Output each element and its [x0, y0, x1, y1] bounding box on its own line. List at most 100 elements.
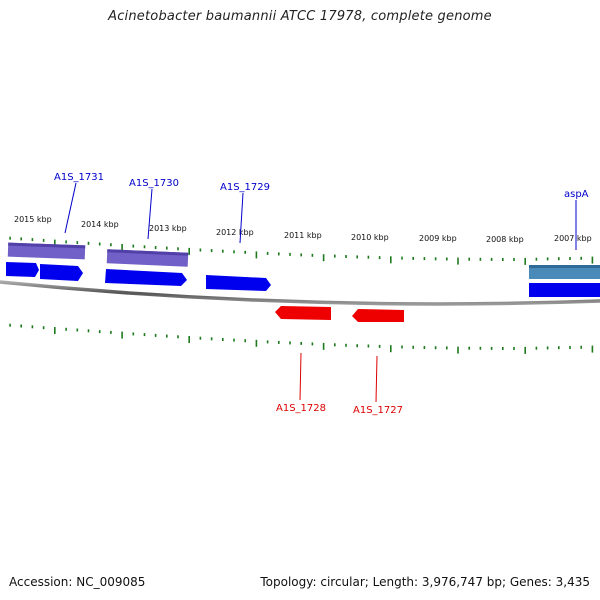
minor-tick	[334, 343, 336, 347]
minor-tick	[513, 347, 515, 350]
minor-tick	[222, 249, 224, 253]
minor-tick	[98, 330, 101, 334]
minor-tick	[535, 346, 538, 350]
major-tick	[188, 247, 190, 255]
minor-tick	[199, 248, 202, 252]
lower-tick-track	[9, 323, 594, 354]
gene-label-aspa[interactable]: aspA	[564, 189, 589, 200]
major-tick	[188, 336, 190, 343]
scale-label-2012: 2012 kbp	[216, 228, 254, 237]
minor-tick	[356, 255, 358, 259]
minor-tick	[345, 255, 347, 258]
minor-tick	[300, 253, 302, 257]
minor-tick	[143, 333, 146, 337]
minor-tick	[345, 343, 347, 347]
major-tick	[322, 254, 325, 262]
major-tick	[390, 345, 392, 353]
minor-tick	[490, 346, 493, 350]
scale-label-2009: 2009 kbp	[419, 234, 457, 243]
minor-tick	[65, 327, 67, 331]
leader-line	[64, 182, 77, 234]
minor-tick	[401, 345, 403, 349]
forward-gene-block[interactable]	[529, 283, 600, 297]
minor-tick	[502, 347, 504, 350]
leader-line	[375, 355, 378, 403]
major-tick	[524, 346, 526, 354]
major-tick	[255, 251, 258, 259]
scale-label-2011: 2011 kbp	[284, 231, 322, 240]
label-leaders	[64, 182, 577, 403]
major-tick	[322, 342, 325, 350]
minor-tick	[502, 258, 504, 261]
page-title: Acinetobacter baumannii ATCC 17978, comp…	[108, 9, 492, 24]
minor-tick	[31, 238, 34, 242]
minor-tick	[210, 337, 213, 341]
major-tick	[591, 256, 594, 264]
minor-tick	[546, 346, 549, 350]
minor-tick	[31, 325, 34, 329]
gene-label-a1s-1727[interactable]: A1S_1727	[353, 405, 403, 416]
minor-tick	[154, 333, 157, 337]
forward-gene-arrow[interactable]	[40, 264, 83, 281]
reverse-gene-arrow[interactable]	[275, 306, 331, 320]
minor-tick	[434, 346, 437, 350]
minor-tick	[42, 238, 45, 242]
minor-tick	[468, 346, 470, 350]
minor-tick	[356, 344, 358, 348]
major-tick	[457, 346, 459, 354]
gene-label-a1s-1730[interactable]: A1S_1730	[129, 178, 179, 189]
scale-label-2013: 2013 kbp	[149, 224, 187, 233]
minor-tick	[412, 345, 414, 349]
minor-tick	[42, 326, 45, 330]
minor-tick	[177, 247, 179, 251]
rna-feature-bar[interactable]	[529, 265, 600, 279]
genome-summary-text: Topology: circular; Length: 3,976,747 bp…	[260, 575, 590, 589]
cds-feature-track	[7, 242, 600, 279]
gene-label-a1s-1731[interactable]: A1S_1731	[54, 172, 104, 183]
scale-label-2008: 2008 kbp	[486, 235, 524, 244]
gene-label-a1s-1728[interactable]: A1S_1728	[276, 403, 326, 414]
minor-tick	[513, 258, 515, 261]
minor-tick	[580, 256, 582, 260]
major-tick	[54, 327, 56, 334]
minor-tick	[311, 253, 314, 257]
reverse-gene-arrow[interactable]	[352, 309, 404, 322]
scale-labels: 2015 kbp 2014 kbp 2013 kbp 2012 kbp 2011…	[14, 215, 592, 244]
minor-tick	[446, 346, 448, 350]
minor-tick	[479, 257, 482, 261]
forward-gene-arrow[interactable]	[206, 275, 271, 291]
minor-tick	[244, 250, 246, 254]
forward-gene-arrow[interactable]	[6, 262, 39, 277]
minor-tick	[479, 346, 482, 350]
minor-tick	[468, 257, 470, 261]
leader-line	[239, 192, 244, 244]
minor-tick	[132, 332, 135, 336]
minor-tick	[289, 341, 291, 345]
minor-tick	[20, 237, 22, 241]
minor-tick	[311, 342, 314, 346]
scale-label-2015: 2015 kbp	[14, 215, 52, 224]
forward-gene-arrow[interactable]	[105, 269, 187, 286]
gene-labels: A1S_1731 A1S_1730 A1S_1729 aspA A1S_1728…	[54, 172, 589, 416]
cds-feature-bar-highlight	[107, 249, 189, 256]
minor-tick	[233, 338, 235, 342]
major-tick	[524, 257, 526, 265]
gene-label-a1s-1729[interactable]: A1S_1729	[220, 182, 270, 193]
minor-tick	[300, 341, 302, 345]
minor-tick	[76, 328, 79, 332]
major-tick	[121, 243, 123, 251]
forward-gene-track	[6, 262, 600, 297]
minor-tick	[569, 346, 571, 349]
minor-tick	[110, 330, 112, 334]
leader-line	[299, 352, 302, 401]
major-tick	[390, 256, 392, 264]
minor-tick	[87, 241, 90, 245]
minor-tick	[110, 243, 112, 247]
minor-tick	[199, 336, 202, 340]
major-tick	[121, 331, 123, 339]
minor-tick	[446, 257, 448, 261]
major-tick	[457, 257, 459, 265]
genome-backbone	[0, 280, 600, 306]
minor-tick	[278, 252, 280, 256]
